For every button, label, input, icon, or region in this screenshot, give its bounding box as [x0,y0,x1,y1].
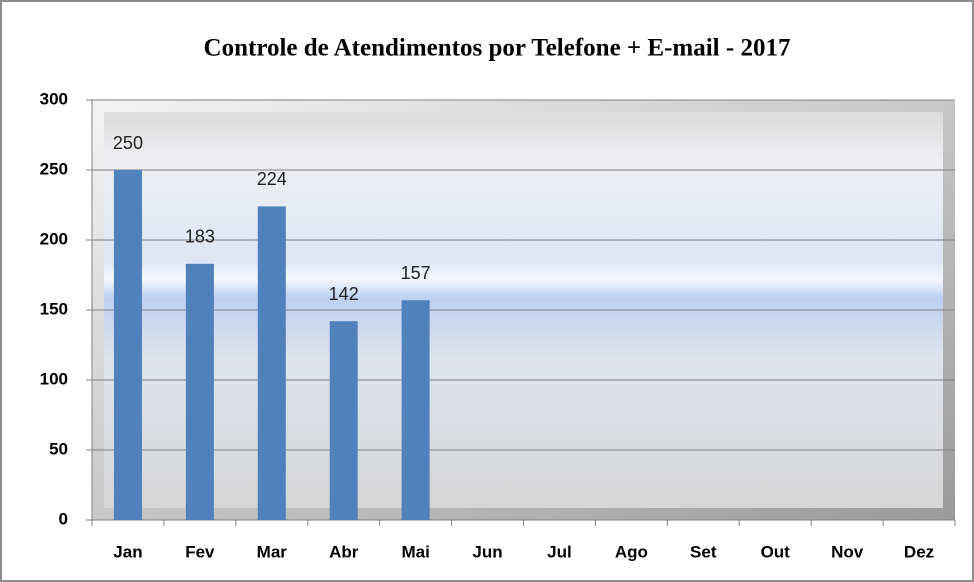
bar [257,206,286,520]
data-label: 183 [185,227,215,247]
x-tick-label: Mar [257,542,288,561]
y-tick-label: 50 [49,439,68,458]
x-tick-label: Out [761,542,791,561]
bar [329,321,358,520]
y-tick-label: 0 [59,509,68,528]
x-tick-label: Nov [831,542,864,561]
x-tick-label: Mai [401,542,429,561]
x-tick-label: Dez [904,542,934,561]
bar [185,263,214,520]
bar [113,170,142,520]
data-label: 224 [257,169,287,189]
x-tick-label: Ago [615,542,648,561]
x-tick-label: Jul [547,542,572,561]
y-tick-label: 300 [40,89,68,108]
y-tick-label: 250 [40,159,68,178]
x-tick-label: Jun [472,542,502,561]
y-tick-label: 200 [40,229,68,248]
y-tick-label: 100 [40,369,68,388]
bar [401,300,430,520]
x-tick-label: Abr [329,542,359,561]
y-tick-label: 150 [40,299,68,318]
x-tick-label: Set [690,542,717,561]
x-tick-label: Fev [185,542,215,561]
data-label: 142 [329,284,359,304]
data-label: 157 [401,263,431,283]
data-label: 250 [113,133,143,153]
chart-title: Controle de Atendimentos por Telefone + … [204,35,791,62]
x-tick-label: Jan [113,542,142,561]
